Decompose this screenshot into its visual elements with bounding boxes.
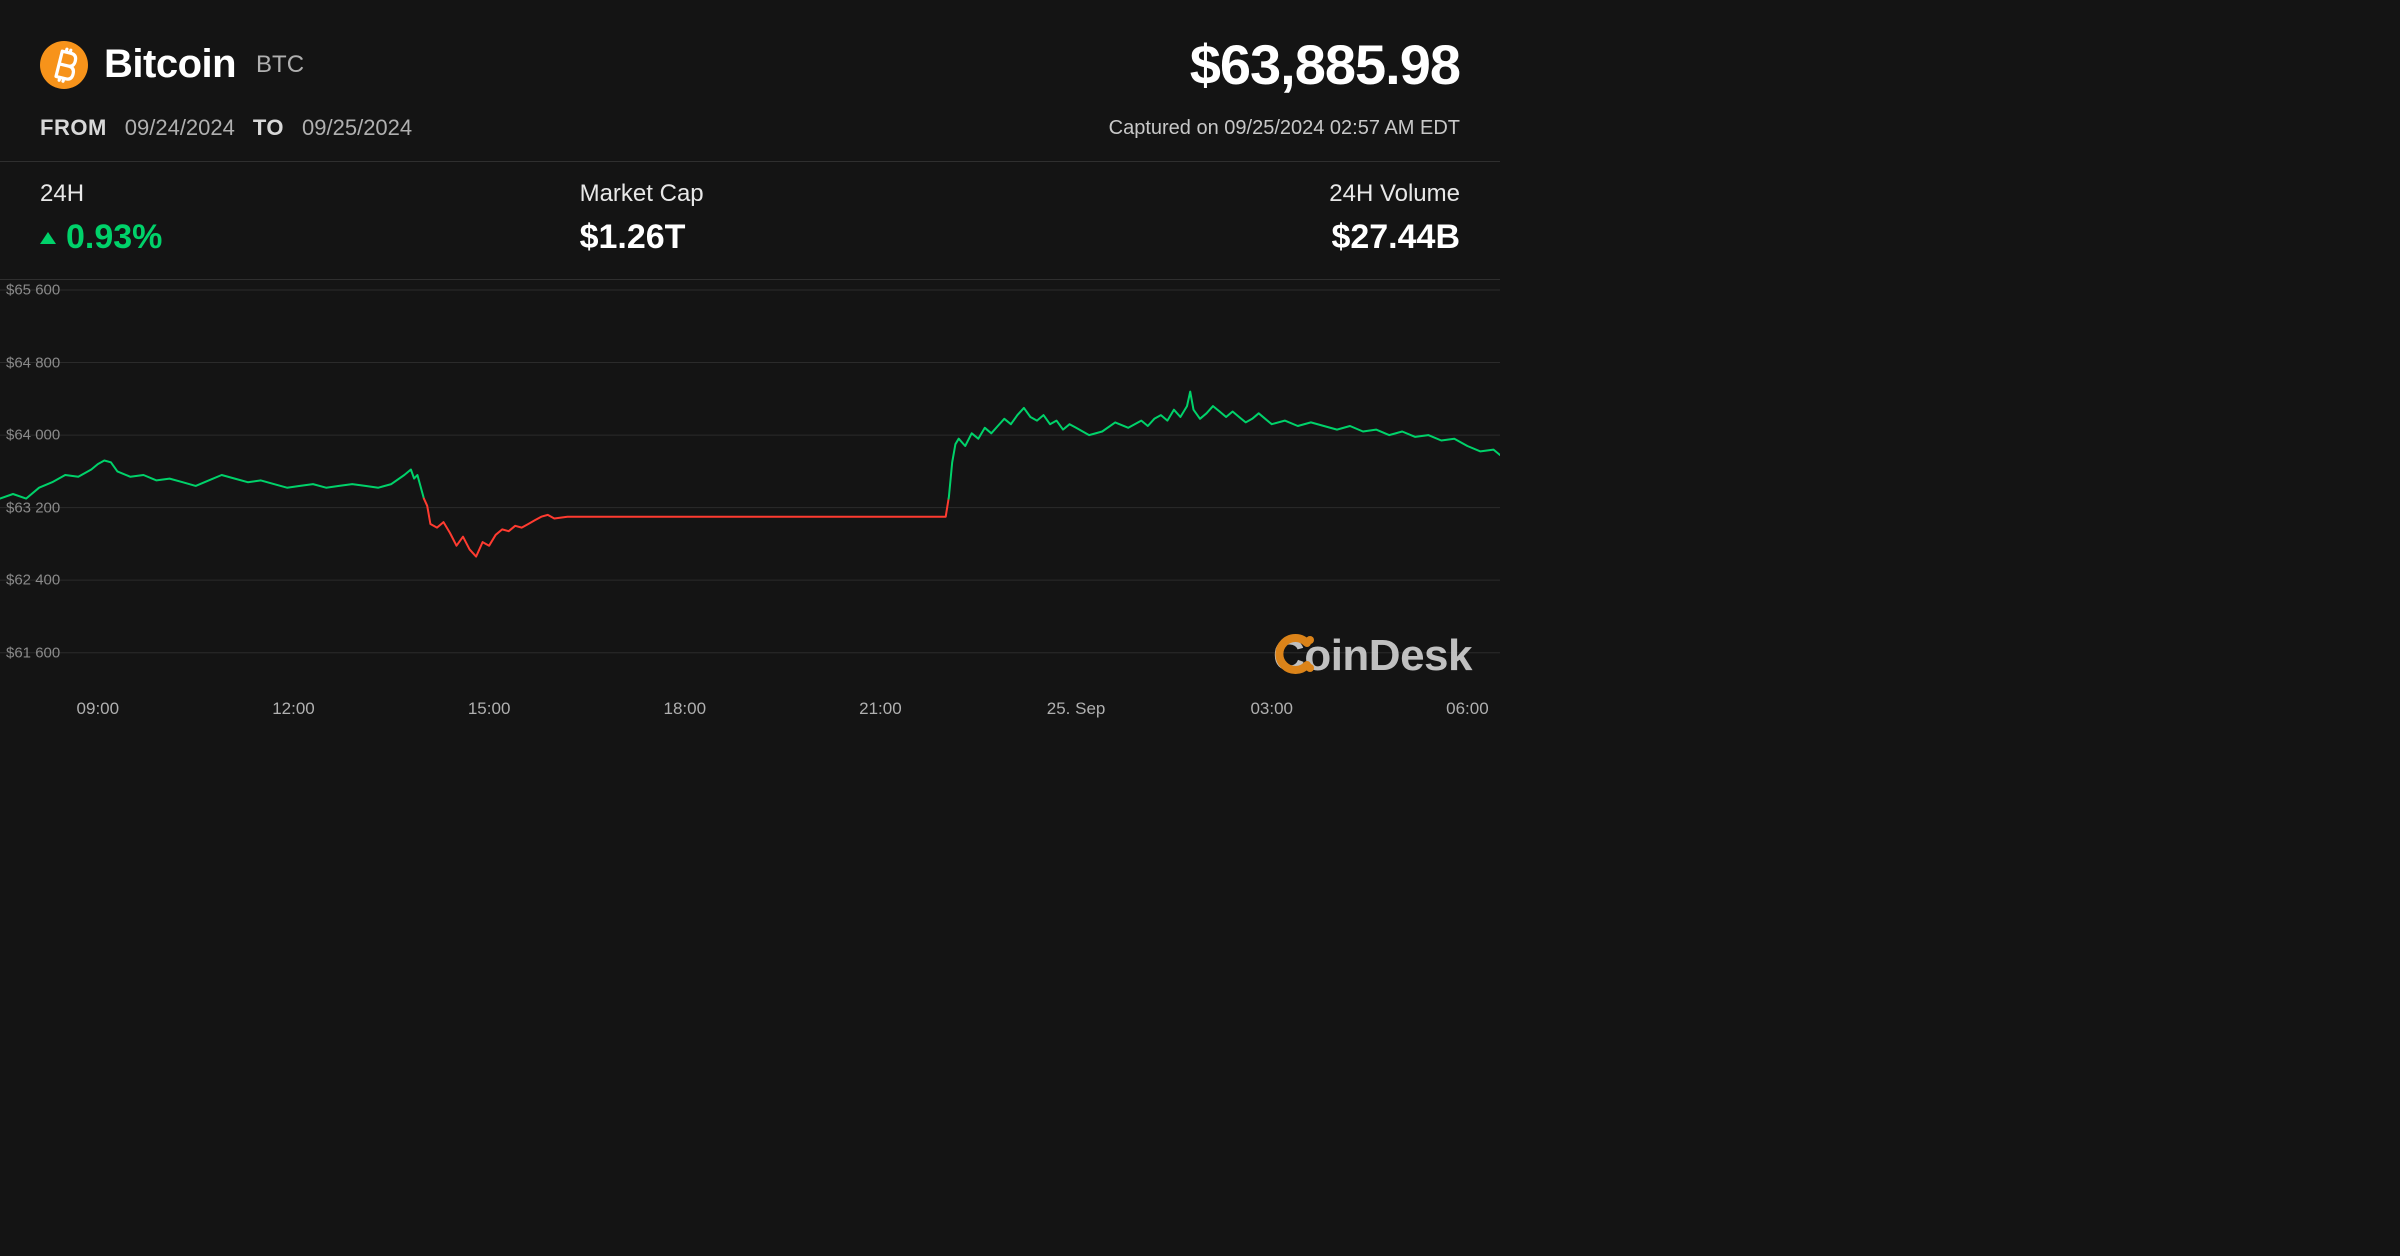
- x-axis-label: 15:00: [468, 699, 511, 719]
- current-price: $63,885.98: [1190, 32, 1460, 97]
- coindesk-logo-icon: [1273, 631, 1319, 677]
- coindesk-watermark: CoinDesk: [1273, 631, 1472, 681]
- x-axis-label: 12:00: [272, 699, 315, 719]
- up-arrow-icon: [40, 232, 56, 244]
- price-card: Bitcoin BTC $63,885.98 FROM 09/24/2024 T…: [0, 0, 1500, 785]
- x-axis-label: 18:00: [664, 699, 707, 719]
- y-axis-label: $64 000: [6, 427, 60, 444]
- coin-symbol: BTC: [256, 51, 304, 79]
- x-axis-label: 09:00: [77, 699, 120, 719]
- to-date: 09/25/2024: [302, 115, 412, 141]
- coin-identity: Bitcoin BTC: [40, 41, 304, 89]
- mcap-label: Market Cap: [580, 180, 1148, 208]
- y-axis-label: $63 200: [6, 499, 60, 516]
- vol-value: $27.44B: [1331, 218, 1460, 257]
- to-label: TO: [253, 115, 284, 141]
- from-label: FROM: [40, 115, 107, 141]
- date-row: FROM 09/24/2024 TO 09/25/2024 Captured o…: [0, 115, 1500, 161]
- stat-market-cap: Market Cap $1.26T: [580, 180, 1148, 257]
- stat-24h-volume: 24H Volume $27.44B: [1148, 180, 1460, 257]
- from-date: 09/24/2024: [125, 115, 235, 141]
- price-chart: CoinDesk $65 600 $64 800 $64 000 $63 200 $62…: [0, 280, 1500, 725]
- date-range: FROM 09/24/2024 TO 09/25/2024: [40, 115, 412, 141]
- mcap-value: $1.26T: [580, 218, 1148, 257]
- header-row: Bitcoin BTC $63,885.98: [0, 0, 1500, 115]
- change-value: 0.93%: [66, 218, 162, 257]
- x-axis-label: 06:00: [1446, 699, 1489, 719]
- y-axis-label: $61 600: [6, 644, 60, 661]
- bitcoin-logo-icon: [40, 41, 88, 89]
- stats-bar: 24H 0.93% Market Cap $1.26T 24H Volume $…: [0, 161, 1500, 280]
- y-axis-label: $65 600: [6, 282, 60, 299]
- stat-24h-change: 24H 0.93%: [40, 180, 580, 257]
- x-axis-label: 21:00: [859, 699, 902, 719]
- vol-label: 24H Volume: [1329, 180, 1460, 208]
- x-axis-label: 03:00: [1250, 699, 1293, 719]
- captured-timestamp: Captured on 09/25/2024 02:57 AM EDT: [1109, 117, 1460, 140]
- change-value-wrap: 0.93%: [40, 218, 580, 257]
- change-label: 24H: [40, 180, 580, 208]
- y-axis-label: $62 400: [6, 572, 60, 589]
- coin-name: Bitcoin: [104, 42, 236, 87]
- x-axis-label: 25. Sep: [1047, 699, 1106, 719]
- y-axis-label: $64 800: [6, 354, 60, 371]
